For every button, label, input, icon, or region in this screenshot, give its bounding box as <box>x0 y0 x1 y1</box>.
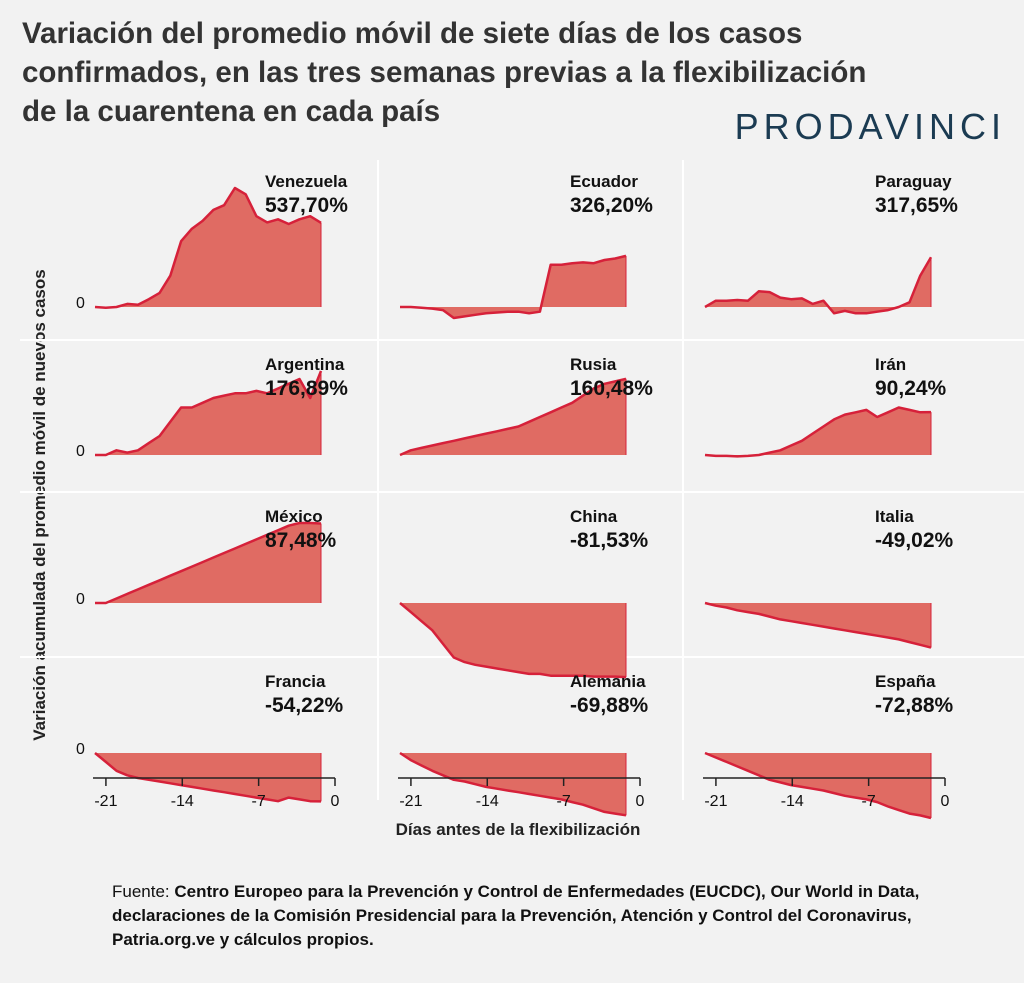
country-percent: 176,89% <box>265 377 348 400</box>
country-percent: 90,24% <box>875 377 947 400</box>
country-name: Alemania <box>570 672 646 691</box>
area-espana <box>705 753 931 818</box>
country-name: Irán <box>875 355 906 374</box>
area-francia <box>95 753 321 802</box>
country-name: Italia <box>875 507 914 526</box>
area-paraguay <box>705 257 931 314</box>
source-label: Fuente: <box>112 882 175 901</box>
country-percent: 326,20% <box>570 194 653 217</box>
area-ecuador <box>400 255 626 318</box>
x-tick-label: -7 <box>862 793 876 810</box>
area-argentina <box>95 371 321 455</box>
title-line-3: de la cuarentena en cada país <box>22 95 441 128</box>
line-francia <box>94 752 322 803</box>
country-name: Francia <box>265 672 326 691</box>
x-axis-label: Días antes de la flexibilización <box>395 820 641 839</box>
country-percent: 317,65% <box>875 194 958 217</box>
area-mexico <box>95 523 321 603</box>
zero-label: 0 <box>76 741 85 758</box>
x-tick-label: -21 <box>704 793 727 810</box>
country-name: México <box>265 507 323 526</box>
country-percent: -54,22% <box>265 694 344 717</box>
chart-title: Variación del promedio móvil de siete dí… <box>22 14 982 131</box>
line-iran <box>704 406 932 458</box>
country-name: España <box>875 672 936 691</box>
country-percent: -49,02% <box>875 529 954 552</box>
x-tick-label: -7 <box>252 793 266 810</box>
country-name: Ecuador <box>570 172 638 191</box>
area-venezuela <box>95 188 321 308</box>
country-name: Argentina <box>265 355 345 374</box>
country-name: Venezuela <box>265 172 348 191</box>
line-rusia <box>399 377 627 457</box>
brand-logo: PRODAVINCI <box>734 106 1006 147</box>
title-line-1: Variación del promedio móvil de siete dí… <box>22 17 803 50</box>
country-name: Rusia <box>570 355 617 374</box>
line-venezuela <box>94 186 322 310</box>
x-tick-label: 0 <box>331 793 340 810</box>
area-alemania <box>400 753 626 816</box>
x-tick-label: -21 <box>94 793 117 810</box>
x-tick-label: 0 <box>941 793 950 810</box>
x-tick-label: -14 <box>476 793 499 810</box>
line-alemania <box>399 751 627 817</box>
area-china <box>400 603 626 678</box>
area-rusia <box>400 378 626 455</box>
zero-label: 0 <box>76 295 85 312</box>
country-percent: 160,48% <box>570 377 653 400</box>
country-percent: -81,53% <box>570 529 649 552</box>
x-tick-label: -7 <box>557 793 571 810</box>
x-tick-label: -21 <box>399 793 422 810</box>
line-mexico <box>95 521 322 605</box>
country-name: China <box>570 507 618 526</box>
source-note: Fuente: Centro Europeo para la Prevenció… <box>112 880 1012 952</box>
zero-label: 0 <box>76 443 85 460</box>
x-tick-label: 0 <box>636 793 645 810</box>
line-ecuador <box>400 254 627 320</box>
line-china <box>399 602 627 679</box>
line-italia <box>704 601 932 649</box>
x-tick-label: -14 <box>171 793 194 810</box>
title-line-2: confirmados, en las tres semanas previas… <box>22 56 867 89</box>
line-argentina <box>95 370 323 457</box>
source-text: Centro Europeo para la Prevención y Cont… <box>112 882 920 949</box>
country-percent: 537,70% <box>265 194 348 217</box>
country-percent: -72,88% <box>875 694 954 717</box>
line-espana <box>704 751 932 820</box>
line-paraguay <box>704 256 933 315</box>
x-tick-label: -14 <box>781 793 804 810</box>
country-name: Paraguay <box>875 172 952 191</box>
area-iran <box>705 407 931 457</box>
zero-label: 0 <box>76 591 85 608</box>
country-percent: -69,88% <box>570 694 649 717</box>
country-percent: 87,48% <box>265 529 337 552</box>
